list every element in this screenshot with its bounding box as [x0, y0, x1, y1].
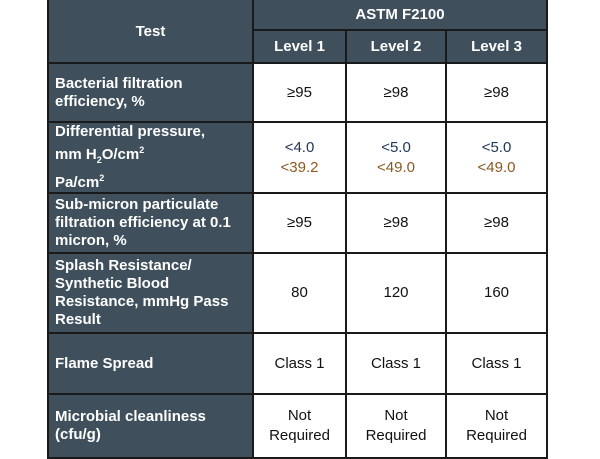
table-row: Differential pressure, mm H2O/cm2 Pa/cm2…: [47, 121, 548, 194]
cell-value: Class 1: [345, 332, 447, 395]
level-2-header: Level 2: [345, 29, 447, 64]
astm-f2100-table: Test ASTM F2100 Level 1 Level 2 Level 3 …: [47, 0, 548, 459]
cell-value: <5.0 <49.0: [445, 121, 548, 194]
row-label: Flame Spread: [47, 332, 254, 395]
label-line: Differential pressure,: [55, 123, 206, 140]
label-line: mm H: [55, 146, 97, 163]
table-row: Sub-micron particulate filtration effici…: [47, 192, 548, 254]
pa-value: <39.2: [280, 158, 319, 176]
pa-value: <49.0: [477, 158, 516, 176]
row-label: Splash Resistance/ Synthetic Blood Resis…: [47, 252, 254, 334]
mm-h2o-value: <4.0: [284, 138, 315, 156]
row-label: Microbial cleanliness (cfu/g): [47, 393, 254, 459]
cell-value: ≥95: [252, 62, 347, 123]
superscript: 2: [139, 145, 145, 155]
label-line: Pa/cm: [55, 174, 100, 191]
level-1-header: Level 1: [252, 29, 347, 64]
cell-value: ≥98: [345, 192, 447, 254]
cell-value: ≥98: [445, 62, 548, 123]
superscript: 2: [99, 173, 105, 183]
row-label: Differential pressure, mm H2O/cm2 Pa/cm2: [47, 121, 254, 194]
cell-value: 160: [445, 252, 548, 334]
test-header: Test: [47, 0, 254, 64]
cell-value: Not Required: [252, 393, 347, 459]
label-line: O/cm: [101, 146, 140, 163]
row-label: Sub-micron particulate filtration effici…: [47, 192, 254, 254]
cell-value: Not Required: [345, 393, 447, 459]
subscript: 2: [96, 155, 102, 165]
cell-value: ≥98: [445, 192, 548, 254]
mm-h2o-value: <5.0: [481, 138, 512, 156]
cell-value: ≥98: [345, 62, 447, 123]
cell-value: Class 1: [252, 332, 347, 395]
mm-h2o-value: <5.0: [381, 138, 411, 156]
table-row: Flame Spread Class 1 Class 1 Class 1: [47, 332, 548, 395]
pa-value: <49.0: [377, 158, 415, 176]
cell-value: 80: [252, 252, 347, 334]
cell-value: Not Required: [445, 393, 548, 459]
cell-value: Class 1: [445, 332, 548, 395]
table-row: Microbial cleanliness (cfu/g) Not Requir…: [47, 393, 548, 459]
cell-value: <4.0 <39.2: [252, 121, 347, 194]
cell-value: <5.0 <49.0: [345, 121, 447, 194]
level-3-header: Level 3: [445, 29, 548, 64]
table-row: Splash Resistance/ Synthetic Blood Resis…: [47, 252, 548, 334]
cell-value: 120: [345, 252, 447, 334]
table-row: Bacterial filtration efficiency, % ≥95 ≥…: [47, 62, 548, 123]
row-label: Bacterial filtration efficiency, %: [47, 62, 254, 123]
cell-value: ≥95: [252, 192, 347, 254]
standard-header: ASTM F2100: [252, 0, 548, 31]
